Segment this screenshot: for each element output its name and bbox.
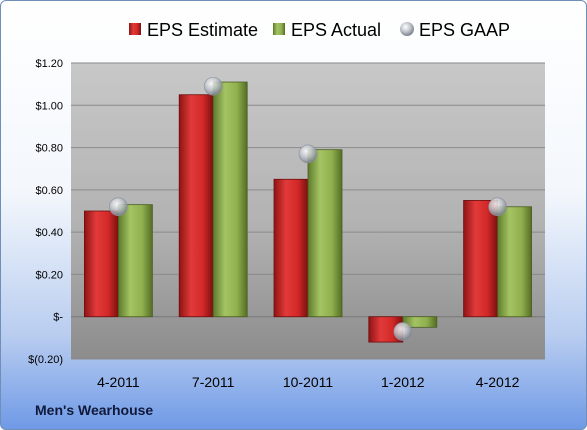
eps-actual-bar <box>497 206 533 318</box>
legend-label: EPS Estimate <box>147 20 258 40</box>
y-tick-label: $0.60 <box>35 185 63 197</box>
bars <box>84 81 533 343</box>
y-tick-label: $1.20 <box>35 58 63 70</box>
y-tick-label: $0.40 <box>35 227 63 239</box>
legend-swatch <box>400 22 414 36</box>
legend-label: EPS Actual <box>291 20 381 40</box>
legend-swatch <box>129 23 141 35</box>
legend-eps-estimate: EPS Estimate <box>129 20 258 40</box>
legend-eps-actual: EPS Actual <box>273 20 381 40</box>
gaap-points <box>109 76 507 341</box>
eps-estimate-bar <box>463 200 499 318</box>
legend-eps-gaap: EPS GAAP <box>400 20 510 40</box>
eps-actual-bar <box>402 316 438 328</box>
eps-estimate-bar <box>84 210 119 318</box>
eps-actual-bar <box>118 204 153 318</box>
y-axis-ticks: $(0.20) $- $0.20 $0.40 $0.60 $0.80 $1.00 $1.20 <box>28 58 63 366</box>
eps-gaap-point <box>109 197 128 217</box>
x-tick-label: 4-2011 <box>97 374 140 390</box>
legend-swatch <box>273 23 285 35</box>
eps-estimate-bar <box>273 178 309 318</box>
legend: EPS Estimate EPS Actual EPS GAAP <box>129 20 510 40</box>
eps-gaap-point <box>393 322 413 341</box>
eps-gaap-point <box>203 76 223 96</box>
x-axis-ticks: 4-2011 7-2011 10-2011 1-2012 4-2012 <box>97 374 519 390</box>
y-tick-label: $- <box>53 312 63 324</box>
x-tick-label: 7-2011 <box>192 374 235 390</box>
legend-label: EPS GAAP <box>419 20 510 40</box>
y-tick-label: $(0.20) <box>28 354 63 366</box>
eps-gaap-point <box>298 144 318 164</box>
eps-gaap-point <box>488 197 507 217</box>
eps-actual-bar <box>307 149 343 318</box>
company-name: Men's Wearhouse <box>35 402 154 418</box>
x-tick-label: 4-2012 <box>476 374 520 390</box>
eps-estimate-bar <box>178 94 214 318</box>
y-tick-label: $0.80 <box>35 143 63 155</box>
eps-actual-bar <box>212 81 248 318</box>
x-tick-label: 10-2011 <box>283 374 334 390</box>
y-tick-label: $1.00 <box>35 100 63 112</box>
x-tick-label: 1-2012 <box>381 374 425 390</box>
y-tick-label: $0.20 <box>35 269 63 281</box>
